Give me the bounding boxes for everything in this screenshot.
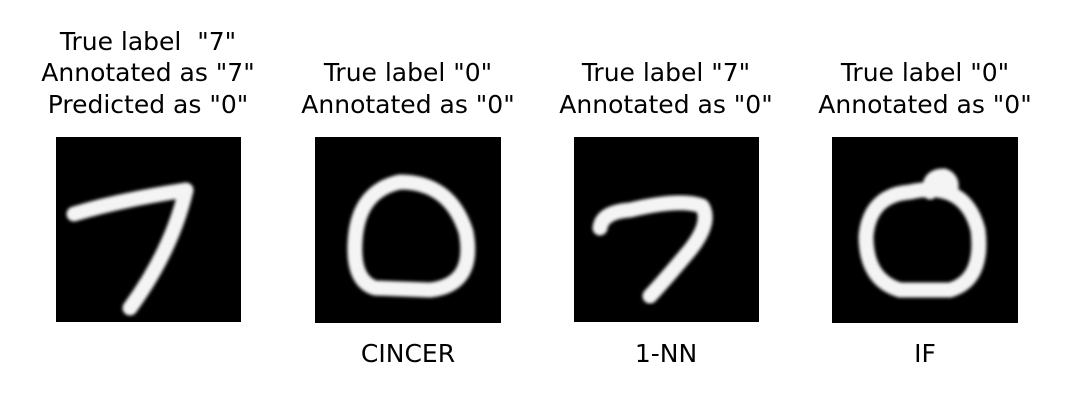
title-line: True label "0" xyxy=(840,58,1009,87)
title-line: Annotated as "0" xyxy=(818,90,1031,119)
title-line: True label "7" xyxy=(581,58,750,87)
digit-stroke xyxy=(592,195,713,304)
panel: True label "0" Annotated as "0" IF xyxy=(818,58,1031,368)
caption: CINCER xyxy=(361,339,455,368)
panel: True label "7" Annotated as "7" Predicte… xyxy=(41,27,255,322)
digit-stroke xyxy=(858,168,987,298)
title-line: True label "7" xyxy=(59,27,236,56)
panel: True label "0" Annotated as "0" CINCER xyxy=(301,58,514,368)
digit-stroke xyxy=(347,174,476,298)
title-line: Annotated as "7" xyxy=(41,58,254,87)
panel: True label "7" Annotated as "0" 1-NN xyxy=(559,58,772,368)
caption: IF xyxy=(914,339,936,368)
title-line: True label "0" xyxy=(323,58,492,87)
title-line: Annotated as "0" xyxy=(301,90,514,119)
title-line: Predicted as "0" xyxy=(48,90,249,119)
digit-stroke xyxy=(66,182,194,316)
caption: 1-NN xyxy=(635,339,697,368)
title-line: Annotated as "0" xyxy=(559,90,772,119)
